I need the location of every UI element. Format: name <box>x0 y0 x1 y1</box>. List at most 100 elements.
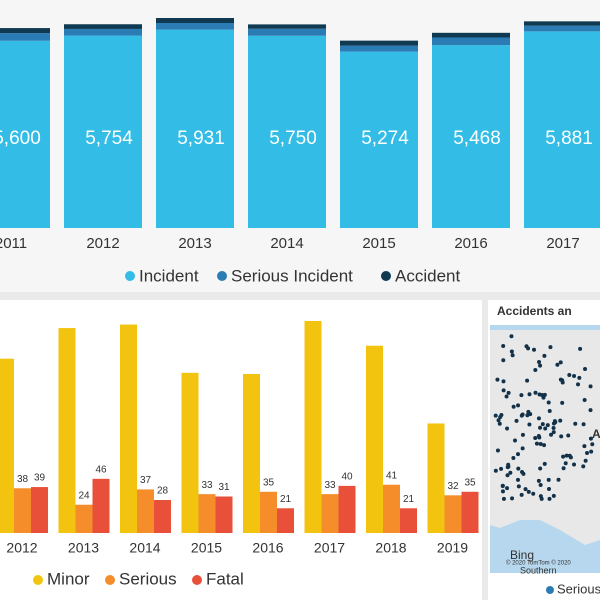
bar-segment <box>432 45 510 228</box>
data-label: 32 <box>447 481 459 492</box>
map-dot <box>548 345 553 350</box>
map-land <box>490 330 600 545</box>
data-label: 35 <box>263 477 275 488</box>
bar <box>0 358 14 533</box>
map-dot <box>547 496 552 501</box>
bar-segment <box>0 33 50 41</box>
bar <box>14 488 31 533</box>
map-dot <box>527 392 532 397</box>
bar-segment <box>248 35 326 229</box>
map-dot <box>577 375 582 380</box>
map-dot <box>508 470 513 475</box>
map-title: Accidents an <box>497 304 572 318</box>
data-label: 5,600 <box>0 128 41 149</box>
map-dot <box>551 493 556 498</box>
map-dot <box>525 378 530 383</box>
map-dot <box>546 400 551 405</box>
bar-segment <box>64 35 142 228</box>
bar <box>461 491 479 533</box>
x-tick-label: 2016 <box>454 235 487 252</box>
bar-segment <box>432 37 510 46</box>
map-dot <box>533 390 538 395</box>
data-label: 37 <box>140 475 152 486</box>
map-dot <box>504 394 509 399</box>
legend-label: Incident <box>139 266 199 285</box>
map-dot <box>510 496 515 501</box>
map-dot <box>588 408 593 413</box>
map-dot <box>563 461 568 466</box>
map-dot <box>495 448 500 453</box>
data-label: 5,750 <box>269 128 317 149</box>
legend-marker <box>381 271 391 281</box>
bar <box>58 328 76 533</box>
x-tick-label: 2014 <box>129 540 160 556</box>
map-dot <box>538 482 543 487</box>
map-dot <box>585 450 590 455</box>
map-dot <box>551 430 556 435</box>
x-tick-label: 2013 <box>68 540 99 556</box>
data-label: 31 <box>218 482 230 493</box>
map-dot <box>525 413 530 418</box>
map-dot <box>496 418 501 423</box>
map-dot <box>536 478 541 483</box>
map-dot <box>493 413 498 418</box>
map-dot <box>588 384 593 389</box>
map-dot <box>581 422 586 427</box>
data-label: 5,931 <box>177 128 225 149</box>
map-dot <box>552 419 557 424</box>
data-label: 21 <box>403 494 415 505</box>
bar-segment <box>156 29 234 228</box>
data-label: 46 <box>95 464 107 475</box>
map-dot <box>514 418 519 423</box>
map-dot <box>572 462 577 467</box>
map-dot <box>583 367 588 372</box>
map-dot <box>558 418 563 423</box>
bar <box>321 494 339 533</box>
bar <box>154 500 171 533</box>
x-tick-label: 2019 <box>437 540 468 556</box>
map-dot <box>520 469 525 474</box>
map-dot <box>527 422 532 427</box>
data-label: 33 <box>201 480 213 491</box>
bar <box>366 345 383 533</box>
map-dot <box>536 416 541 421</box>
map-dot <box>526 409 531 414</box>
map-dot <box>523 487 528 492</box>
x-tick-label: 2015 <box>362 235 395 252</box>
bar <box>304 321 322 533</box>
map-dot <box>573 421 578 426</box>
bar <box>198 494 216 533</box>
x-tick-label: 2017 <box>546 235 579 252</box>
map-dot <box>513 438 518 443</box>
map-dot <box>510 353 515 358</box>
bar-segment <box>340 51 418 228</box>
data-label: 5,274 <box>361 128 409 149</box>
bar <box>383 484 400 533</box>
map-dot <box>505 473 510 478</box>
map-dot <box>533 367 538 372</box>
map-legend: Serious <box>557 581 600 596</box>
map-dot <box>520 446 525 451</box>
map-dot <box>501 388 506 393</box>
map-dot <box>536 433 541 438</box>
map-dot <box>546 486 551 491</box>
legend-label: Fatal <box>206 569 244 588</box>
bar-segment <box>248 28 326 36</box>
map-dot <box>533 435 538 440</box>
map-dot <box>526 346 531 351</box>
map-dot <box>561 454 566 459</box>
bar <box>243 374 260 533</box>
map-dot <box>542 353 547 358</box>
map-dot <box>551 426 556 431</box>
legend-marker <box>217 271 227 281</box>
map-dot <box>576 382 581 387</box>
x-tick-label: 2017 <box>314 540 345 556</box>
map-dot <box>515 452 520 457</box>
map-dot <box>538 363 543 368</box>
bar-segment <box>248 24 326 29</box>
data-label: 39 <box>34 473 46 484</box>
bar-segment <box>524 31 600 228</box>
bar <box>137 489 154 533</box>
data-label: 35 <box>464 477 476 488</box>
